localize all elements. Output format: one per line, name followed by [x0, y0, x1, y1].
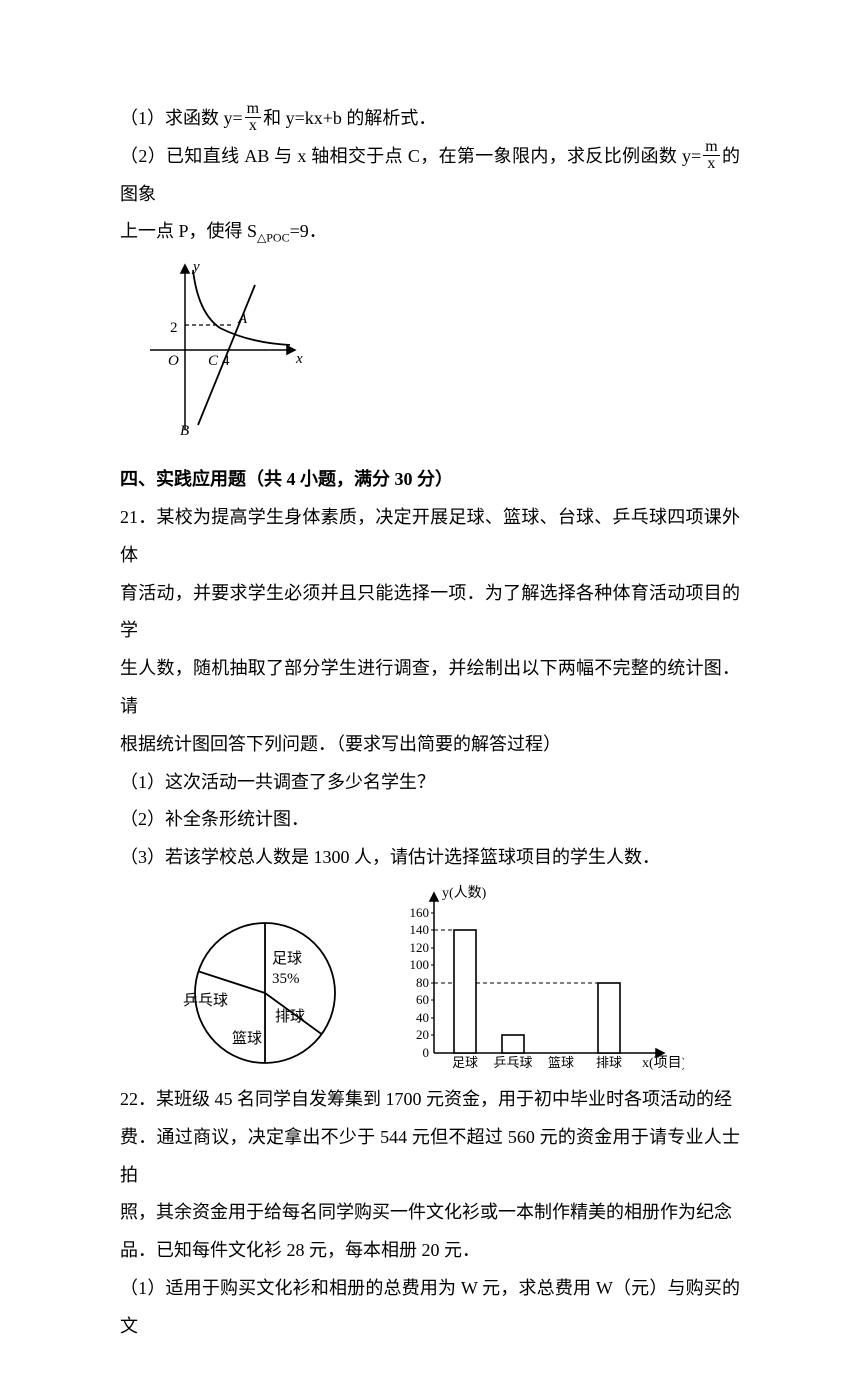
q20-graph-svg: y x 2 O C 4 A B	[140, 255, 310, 445]
q21-sub2: （2）补全条形统计图．	[120, 801, 740, 839]
pie-label-basketball: 篮球	[232, 1029, 262, 1047]
q20-part1: （1）求函数 y=mx和 y=kx+b 的解析式．	[120, 100, 740, 138]
svg-text:40: 40	[416, 1010, 429, 1025]
pie-label-football: 足球	[272, 950, 302, 967]
svg-text:140: 140	[410, 922, 430, 937]
q20-p2-prefix: （2）已知直线 AB 与 x 轴相交于点 C，在第一象限内，求反比例函数 y=	[120, 146, 701, 166]
tick-2: 2	[170, 320, 178, 336]
svg-text:100: 100	[410, 957, 430, 972]
bar-chart: 0 20 40 60 80 100 120 140 160	[384, 883, 684, 1073]
q22-line2: 费．通过商议，决定拿出不少于 544 元但不超过 560 元的资金用于请专业人士…	[120, 1119, 740, 1195]
q20-p1-prefix: （1）求函数 y=	[120, 108, 243, 128]
q21-line3: 生人数，随机抽取了部分学生进行调查，并绘制出以下两幅不完整的统计图．请	[120, 650, 740, 726]
svg-text:篮球: 篮球	[548, 1055, 574, 1070]
q20-graph: y x 2 O C 4 A B	[140, 255, 740, 445]
svg-text:120: 120	[410, 940, 430, 955]
svg-text:乒乓球: 乒乓球	[493, 1055, 532, 1070]
q20-p1-mid: 和 y=kx+b 的解析式．	[263, 108, 436, 128]
svg-text:0: 0	[423, 1045, 430, 1060]
bar-x-axis-label: x(项目)	[642, 1056, 684, 1071]
pie-label-volleyball: 排球	[275, 1008, 305, 1025]
point-c-label: C	[208, 353, 219, 369]
q21-sub3: （3）若该学校总人数是 1300 人，请估计选择篮球项目的学生人数．	[120, 839, 740, 877]
pie-label-pingpong: 乒乓球	[183, 992, 228, 1009]
q21-charts: 足球 35% 乒乓球 排球 篮球 0 20 40 60 80 100 120 1…	[180, 883, 740, 1073]
svg-text:60: 60	[416, 992, 429, 1007]
q21-line4: 根据统计图回答下列问题．（要求写出简要的解答过程）	[120, 726, 740, 764]
q22-line4: 品．已知每件文化衫 28 元，每本相册 20 元．	[120, 1232, 740, 1270]
q22-sub1: （1）适用于购买文化衫和相册的总费用为 W 元，求总费用 W（元）与购买的文	[120, 1270, 740, 1346]
x-axis-label: x	[295, 351, 303, 367]
svg-text:排球: 排球	[596, 1055, 622, 1070]
y-axis-label: y	[191, 259, 200, 275]
fraction-m-over-x-1: mx	[245, 101, 261, 134]
pie-label-football-pct: 35%	[272, 971, 300, 987]
q20-part2-line2: 上一点 P，使得 S△POC=9．	[120, 213, 740, 251]
origin-label: O	[168, 353, 179, 369]
q21-sub1: （1）这次活动一共调查了多少名学生？	[120, 764, 740, 802]
bar-y-axis-label: y(人数)	[442, 885, 487, 901]
q20-part2-line1: （2）已知直线 AB 与 x 轴相交于点 C，在第一象限内，求反比例函数 y=m…	[120, 138, 740, 214]
point-a-label: A	[237, 311, 248, 327]
q22-line1: 22．某班级 45 名同学自发筹集到 1700 元资金，用于初中毕业时各项活动的…	[120, 1081, 740, 1119]
svg-text:160: 160	[410, 905, 430, 920]
q22-line3: 照，其余资金用于给每名同学购买一件文化衫或一本制作精美的相册作为纪念	[120, 1194, 740, 1232]
q21-line1: 21．某校为提高学生身体素质，决定开展足球、篮球、台球、乒乓球四项课外体	[120, 499, 740, 575]
q21-line2: 育活动，并要求学生必须并且只能选择一项．为了解选择各种体育活动项目的学	[120, 575, 740, 651]
subscript-triangle-poc: △POC	[257, 231, 290, 245]
svg-text:足球: 足球	[452, 1055, 478, 1070]
pie-chart: 足球 35% 乒乓球 排球 篮球	[180, 903, 360, 1073]
svg-text:20: 20	[416, 1027, 429, 1042]
section-4-title: 四、实践应用题（共 4 小题，满分 30 分）	[120, 461, 740, 499]
svg-text:80: 80	[416, 975, 429, 990]
tick-4: 4	[222, 353, 230, 369]
point-b-label: B	[180, 423, 189, 439]
fraction-m-over-x-2: mx	[703, 139, 719, 172]
